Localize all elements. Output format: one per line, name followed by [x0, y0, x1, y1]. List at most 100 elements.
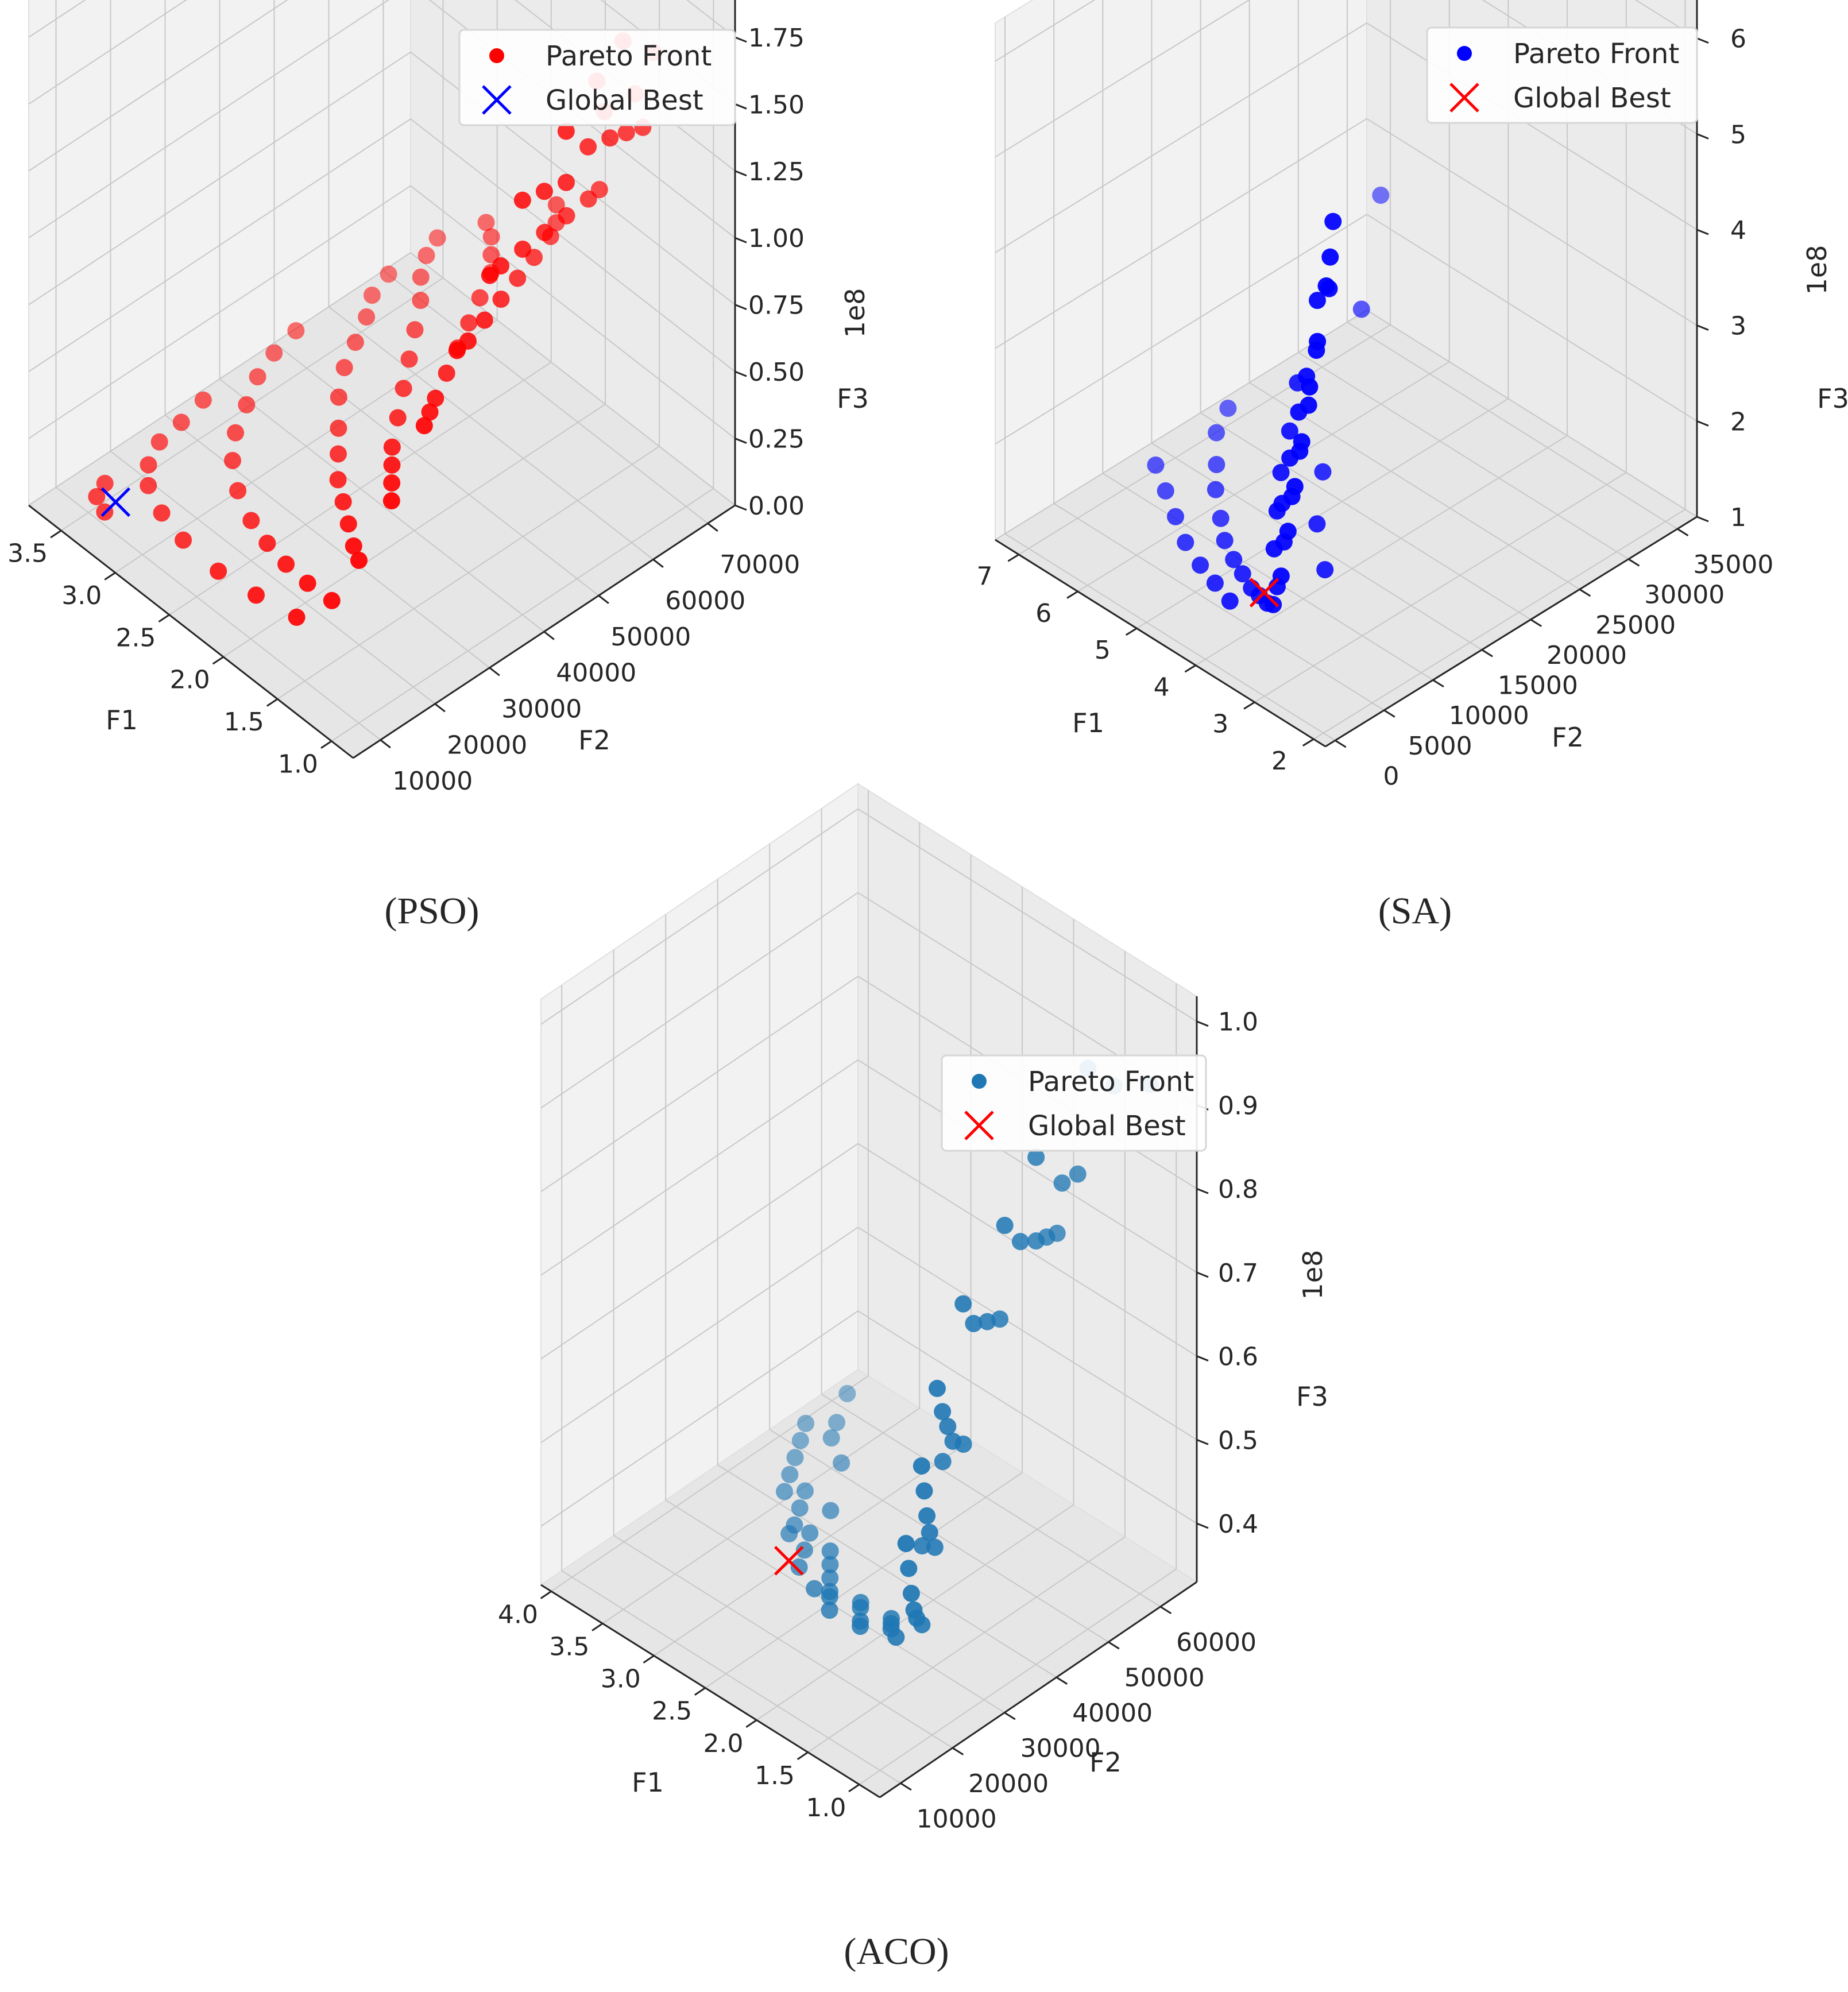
aco-data-point [838, 1384, 856, 1402]
pso-z-tick-label: 1.25 [748, 157, 805, 187]
pso-data-point [258, 535, 276, 552]
pso-data-point [249, 368, 266, 386]
plot-sa: 2 3 4 5 6 7 0 500010000150002000025000300003500… [977, 0, 1848, 791]
aco-y-tick-label: 20000 [968, 1769, 1049, 1798]
pso-data-point [514, 240, 532, 258]
pso-data-point [265, 344, 283, 362]
pso-y-tick-label: 50000 [610, 622, 691, 652]
pso-y-tick-label: 20000 [447, 730, 527, 760]
aco-data-point [979, 1313, 996, 1330]
aco-data-point [928, 1379, 946, 1397]
sa-data-point [1281, 422, 1298, 440]
pso-z-tick [734, 36, 747, 43]
plot-pso: 1.0 1.5 2.0 2.5 3.0 3.5 10000 20000 30000 40000 50… [7, 0, 871, 796]
sa-data-point [1208, 424, 1225, 442]
sa-grid-z-back [995, 214, 1367, 445]
pso-data-point [277, 555, 295, 573]
sa-y-tick [1432, 679, 1444, 688]
sa-y-tick-label: 35000 [1693, 550, 1773, 579]
pso-x-axis [28, 504, 354, 759]
pso-data-point [536, 223, 554, 241]
aco-data-point [954, 1295, 972, 1313]
pso-data-point [482, 246, 500, 264]
pso-z-tick [734, 370, 747, 377]
pso-grid-y-floor [219, 378, 545, 632]
pso-y-tick-label: 10000 [392, 767, 473, 796]
aco-z-label: F3 [1296, 1381, 1328, 1412]
sa-y-tick [1481, 649, 1493, 657]
pso-data-point [482, 228, 500, 246]
sa-legend: Pareto Front Global Best [1426, 26, 1698, 124]
sa-y-tick [1677, 528, 1689, 536]
pso-data-point [558, 207, 575, 225]
aco-x-tick-label: 3.0 [601, 1665, 641, 1694]
aco-legend-marker-pareto [972, 1074, 987, 1089]
sa-z-tick-label: 4 [1730, 216, 1746, 245]
plot-aco: 1.0 1.5 2.0 2.5 3.0 3.5 4.0 10000 20000 30000 4000… [498, 783, 1328, 1834]
aco-data-point [939, 1418, 957, 1436]
pso-x-tick [266, 698, 278, 707]
pso-grid-z-side [410, 185, 736, 439]
aco-z-offset-label: 1e8 [1297, 1250, 1328, 1300]
pso-data-point [194, 391, 212, 409]
caption-pso: (PSO) [384, 890, 479, 932]
aco-data-point [852, 1599, 869, 1616]
pso-data-point [363, 287, 381, 304]
aco-data-point [795, 1541, 813, 1559]
sa-z-tick [1696, 133, 1709, 140]
pso-data-point [329, 471, 347, 489]
aco-global-best-marker [774, 1546, 804, 1576]
sa-y-tick [1530, 618, 1542, 627]
sa-data-point [1316, 561, 1334, 579]
sa-x-label: F1 [1072, 707, 1104, 738]
aco-y-tick-label: 30000 [1020, 1734, 1101, 1763]
pso-grid-z-back [28, 51, 411, 305]
pso-y-tick [598, 594, 609, 604]
pso-data-point [380, 265, 397, 283]
pso-data-point [547, 196, 565, 214]
sa-y-tick-label: 20000 [1547, 641, 1627, 670]
pso-grid-y-floor [164, 415, 490, 668]
aco-data-point [801, 1524, 819, 1542]
sa-y-label: F2 [1552, 722, 1584, 753]
sa-data-point [1309, 332, 1327, 350]
pso-data-point [427, 389, 444, 407]
sa-data-point [1317, 277, 1335, 295]
sa-data-point [1286, 478, 1304, 496]
sa-grid-y-floor [1298, 351, 1629, 560]
aco-data-point [1027, 1148, 1045, 1166]
aco-data-point [790, 1558, 808, 1576]
sa-y-tick [1628, 558, 1640, 567]
aco-grid-x-floor [807, 1536, 1126, 1753]
pso-data-point [412, 292, 430, 310]
sa-y-tick [1383, 709, 1395, 718]
aco-data-point [1011, 1233, 1029, 1251]
aco-data-point [918, 1507, 936, 1525]
aco-data-point [821, 1602, 838, 1619]
sa-grid-z-side [1366, 22, 1698, 230]
sa-data-point [1177, 533, 1194, 551]
pso-z-tick-label: 0.75 [748, 291, 805, 320]
aco-grid-z-side [857, 1227, 1197, 1441]
pso-y-tick-label: 30000 [501, 695, 582, 724]
sa-grid-x-floor [1195, 435, 1568, 666]
aco-z-tick [1196, 1188, 1209, 1194]
aco-y-label: F2 [1089, 1747, 1122, 1778]
pso-data-point [535, 183, 553, 200]
aco-y-tick-label: 50000 [1124, 1664, 1205, 1693]
aco-data-point [921, 1523, 938, 1541]
aco-x-tick [745, 1719, 757, 1728]
pso-y-tick [707, 523, 718, 532]
sa-x-tick [1302, 738, 1315, 746]
aco-grid-z-back [540, 1059, 859, 1276]
sa-z-tick [1696, 324, 1709, 331]
sa-z-tick-label: 5 [1730, 120, 1746, 149]
sa-z-label: F3 [1817, 383, 1848, 414]
sa-data-point [1207, 481, 1224, 498]
pso-data-point [224, 451, 241, 469]
aco-data-point [905, 1601, 923, 1619]
pso-data-point [557, 122, 575, 140]
pso-x-tick-label: 1.5 [224, 707, 264, 737]
aco-data-point [821, 1588, 838, 1606]
pso-x-label: F1 [106, 705, 138, 736]
